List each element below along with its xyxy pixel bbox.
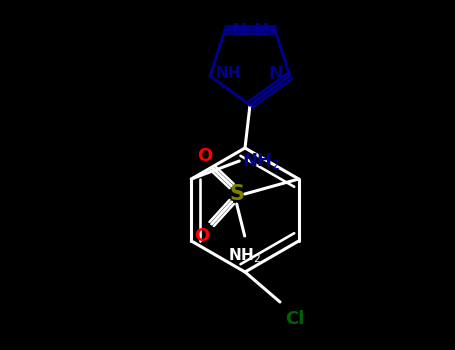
Text: Cl: Cl [285,310,305,328]
Text: NH$_2$: NH$_2$ [228,247,261,265]
Text: S: S [229,184,244,204]
Text: O: O [197,147,212,165]
Text: O: O [194,227,209,245]
Text: N: N [232,22,247,40]
Text: N: N [268,65,283,83]
Text: NH$_2$: NH$_2$ [242,151,281,171]
Text: NH: NH [215,66,241,82]
Text: N: N [253,22,268,40]
